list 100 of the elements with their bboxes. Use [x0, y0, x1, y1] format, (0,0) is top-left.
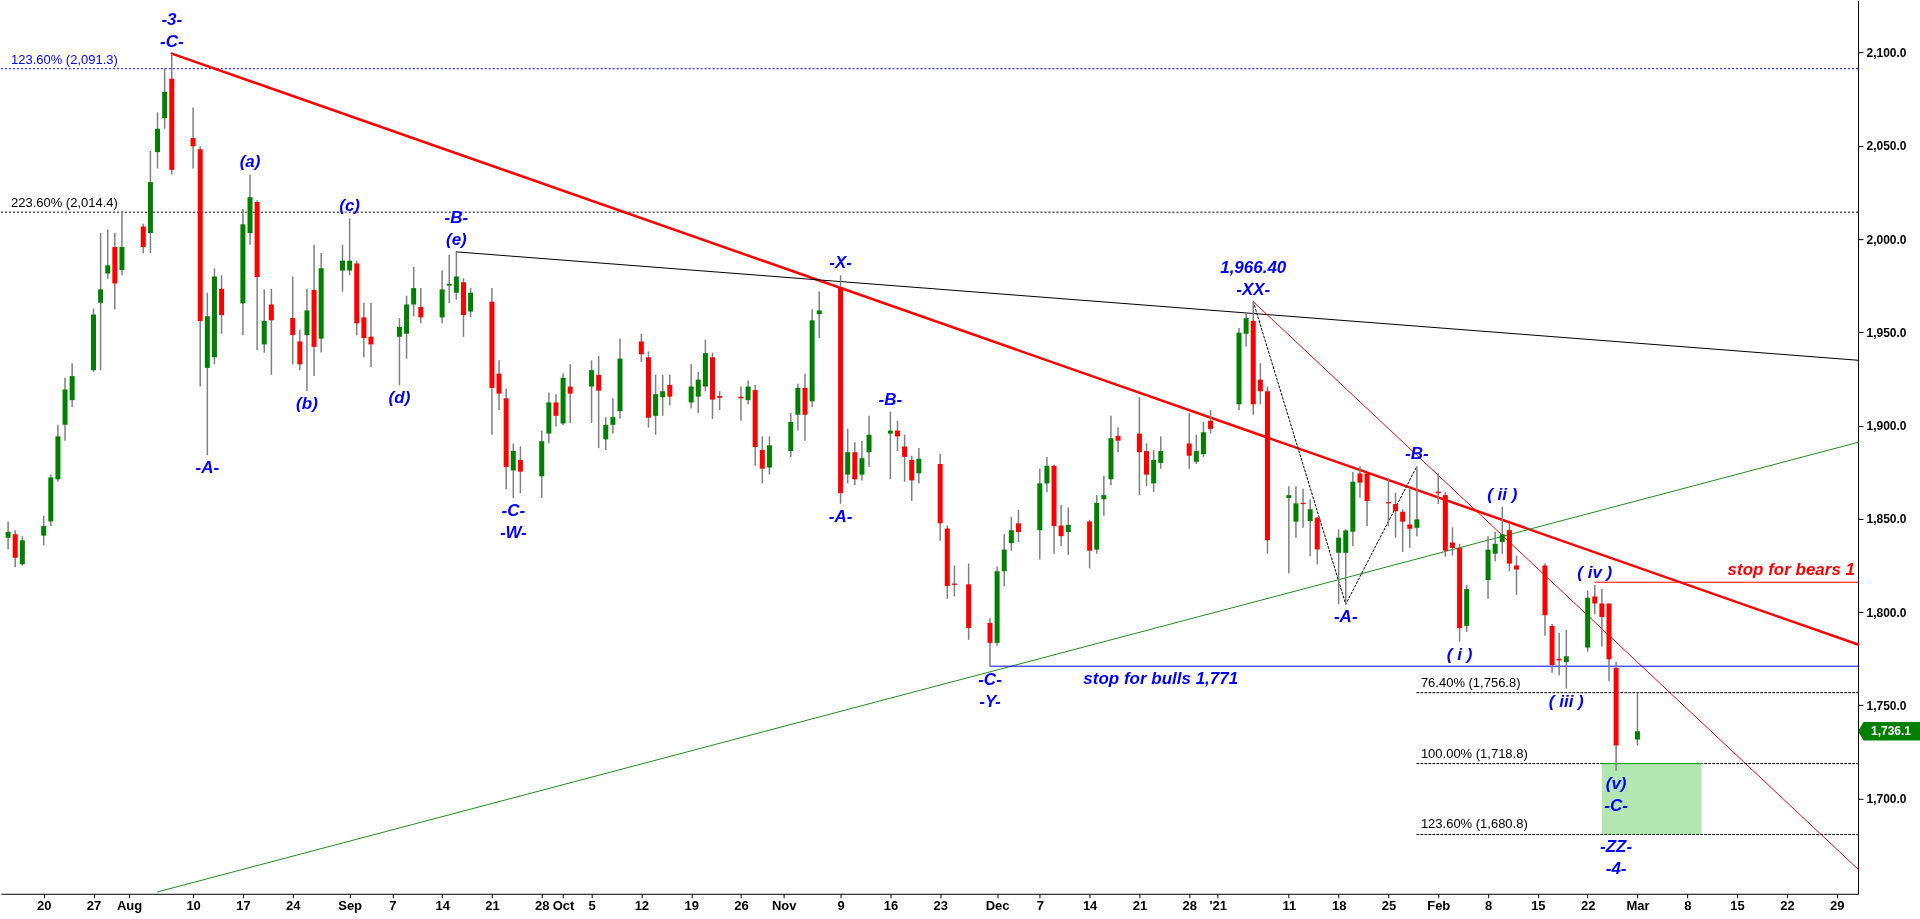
candlestick — [261, 288, 267, 354]
candlestick — [1186, 412, 1192, 470]
x-tick-label: 7 — [389, 898, 397, 914]
candlestick — [660, 374, 666, 417]
x-tick-label: 27 — [86, 898, 102, 914]
y-tick-label: 1,850.0 — [1866, 512, 1907, 527]
x-tick-label: 26 — [734, 898, 749, 914]
y-tick-label: 1,950.0 — [1866, 325, 1907, 340]
candlestick — [695, 371, 701, 414]
y-tick-label: 1,750.0 — [1866, 698, 1907, 713]
x-tick-label: 23 — [933, 898, 948, 914]
candlestick — [1200, 421, 1206, 458]
candlestick — [1208, 409, 1214, 435]
candlestick — [567, 363, 573, 424]
annotation: -XX- — [1236, 279, 1271, 299]
x-tick-label: Feb — [1427, 898, 1451, 914]
candlestick — [140, 222, 146, 254]
annotation: -W- — [499, 522, 527, 542]
series-label: stop for bears 1 — [1727, 560, 1856, 580]
candlestick — [1044, 456, 1050, 493]
annotation: (d) — [388, 388, 411, 408]
candlestick — [340, 244, 346, 293]
x-tick-label: 8 — [1484, 898, 1493, 914]
candlestick — [268, 288, 274, 376]
candlestick — [1151, 449, 1157, 493]
candlestick — [610, 397, 616, 435]
candlestick — [1492, 531, 1498, 563]
x-tick-label: 11 — [1282, 898, 1297, 914]
annotation: ( iii ) — [1548, 691, 1585, 711]
candlestick — [468, 287, 474, 319]
annotation: -X- — [829, 253, 853, 273]
x-tick-label: 14 — [1082, 898, 1099, 914]
candlestick — [653, 374, 659, 436]
x-tick-label: 18 — [1331, 898, 1347, 914]
x-tick-label: Mar — [1626, 898, 1650, 914]
candlestick — [1065, 506, 1071, 556]
annotation: -C- — [501, 500, 526, 520]
candlestick — [1336, 528, 1342, 606]
candlestick — [1400, 508, 1406, 553]
annotation: -C- — [978, 669, 1003, 689]
x-tick-label: Oct — [552, 898, 576, 914]
x-tick-label: 8 — [1684, 898, 1692, 914]
candlestick — [1243, 312, 1249, 348]
candlestick — [1449, 526, 1455, 557]
candlestick — [5, 520, 11, 551]
candlestick — [603, 416, 609, 451]
candlestick — [297, 328, 303, 371]
annotation: -ZZ- — [1600, 837, 1633, 857]
text: 1,736.1 — [1871, 724, 1912, 739]
x-tick-label: Sep — [338, 898, 363, 914]
x-tick-label: 25 — [1381, 898, 1397, 914]
candlestick — [887, 411, 893, 481]
annotation: -B- — [1405, 444, 1430, 464]
candlestick — [859, 439, 865, 482]
candlestick — [105, 228, 111, 280]
y-tick-label: 2,000.0 — [1866, 232, 1907, 247]
x-tick-label: 20 — [36, 898, 52, 914]
x-tick-label: 16 — [883, 898, 899, 914]
x-tick-label: 28 — [1182, 898, 1197, 914]
candlestick — [987, 617, 993, 668]
annotation: -4- — [1605, 859, 1627, 879]
candlestick — [510, 442, 516, 499]
candlestick — [553, 393, 559, 428]
candlestick — [1592, 584, 1598, 615]
candlestick — [1599, 588, 1605, 648]
candlestick — [1193, 433, 1199, 465]
x-tick-label: 29 — [1829, 898, 1845, 914]
candlestick — [98, 232, 104, 371]
annotation: ( i ) — [1446, 644, 1473, 664]
candlestick — [1001, 533, 1007, 587]
candlestick — [517, 445, 523, 495]
candlestick — [496, 359, 502, 411]
ref-line-label: 123.60% (2,091.3) — [10, 51, 118, 67]
candlestick — [759, 435, 765, 485]
candlestick — [816, 290, 822, 339]
candlestick — [866, 415, 872, 468]
annotation: ( iv ) — [1577, 562, 1613, 582]
candlestick — [596, 355, 602, 449]
x-tick-label: 12 — [634, 898, 650, 914]
candlestick — [1563, 629, 1569, 690]
candlestick — [1058, 504, 1064, 547]
y-tick-label: 1,900.0 — [1866, 419, 1907, 434]
x-tick-label: 5 — [588, 898, 596, 914]
annotation: 1,966.40 — [1220, 257, 1287, 277]
candlestick — [1357, 465, 1363, 499]
series-label: 76.40% (1,756.8) — [1420, 674, 1521, 690]
y-tick-label: 1,800.0 — [1866, 605, 1907, 620]
x-tick-label: 9 — [837, 898, 845, 914]
candlestick — [1144, 442, 1150, 488]
x-tick-label: 21 — [485, 898, 500, 914]
candlestick — [1414, 465, 1420, 537]
candlestick — [119, 210, 125, 276]
candlestick — [1015, 508, 1021, 543]
annotation: -B- — [444, 207, 469, 227]
annotation: -B- — [878, 389, 903, 409]
candlestick — [361, 302, 367, 359]
x-tick-label: 15 — [1531, 898, 1546, 914]
x-tick-label: 28 — [535, 898, 550, 914]
candlestick — [1286, 485, 1292, 574]
annotation: (e) — [445, 229, 468, 249]
